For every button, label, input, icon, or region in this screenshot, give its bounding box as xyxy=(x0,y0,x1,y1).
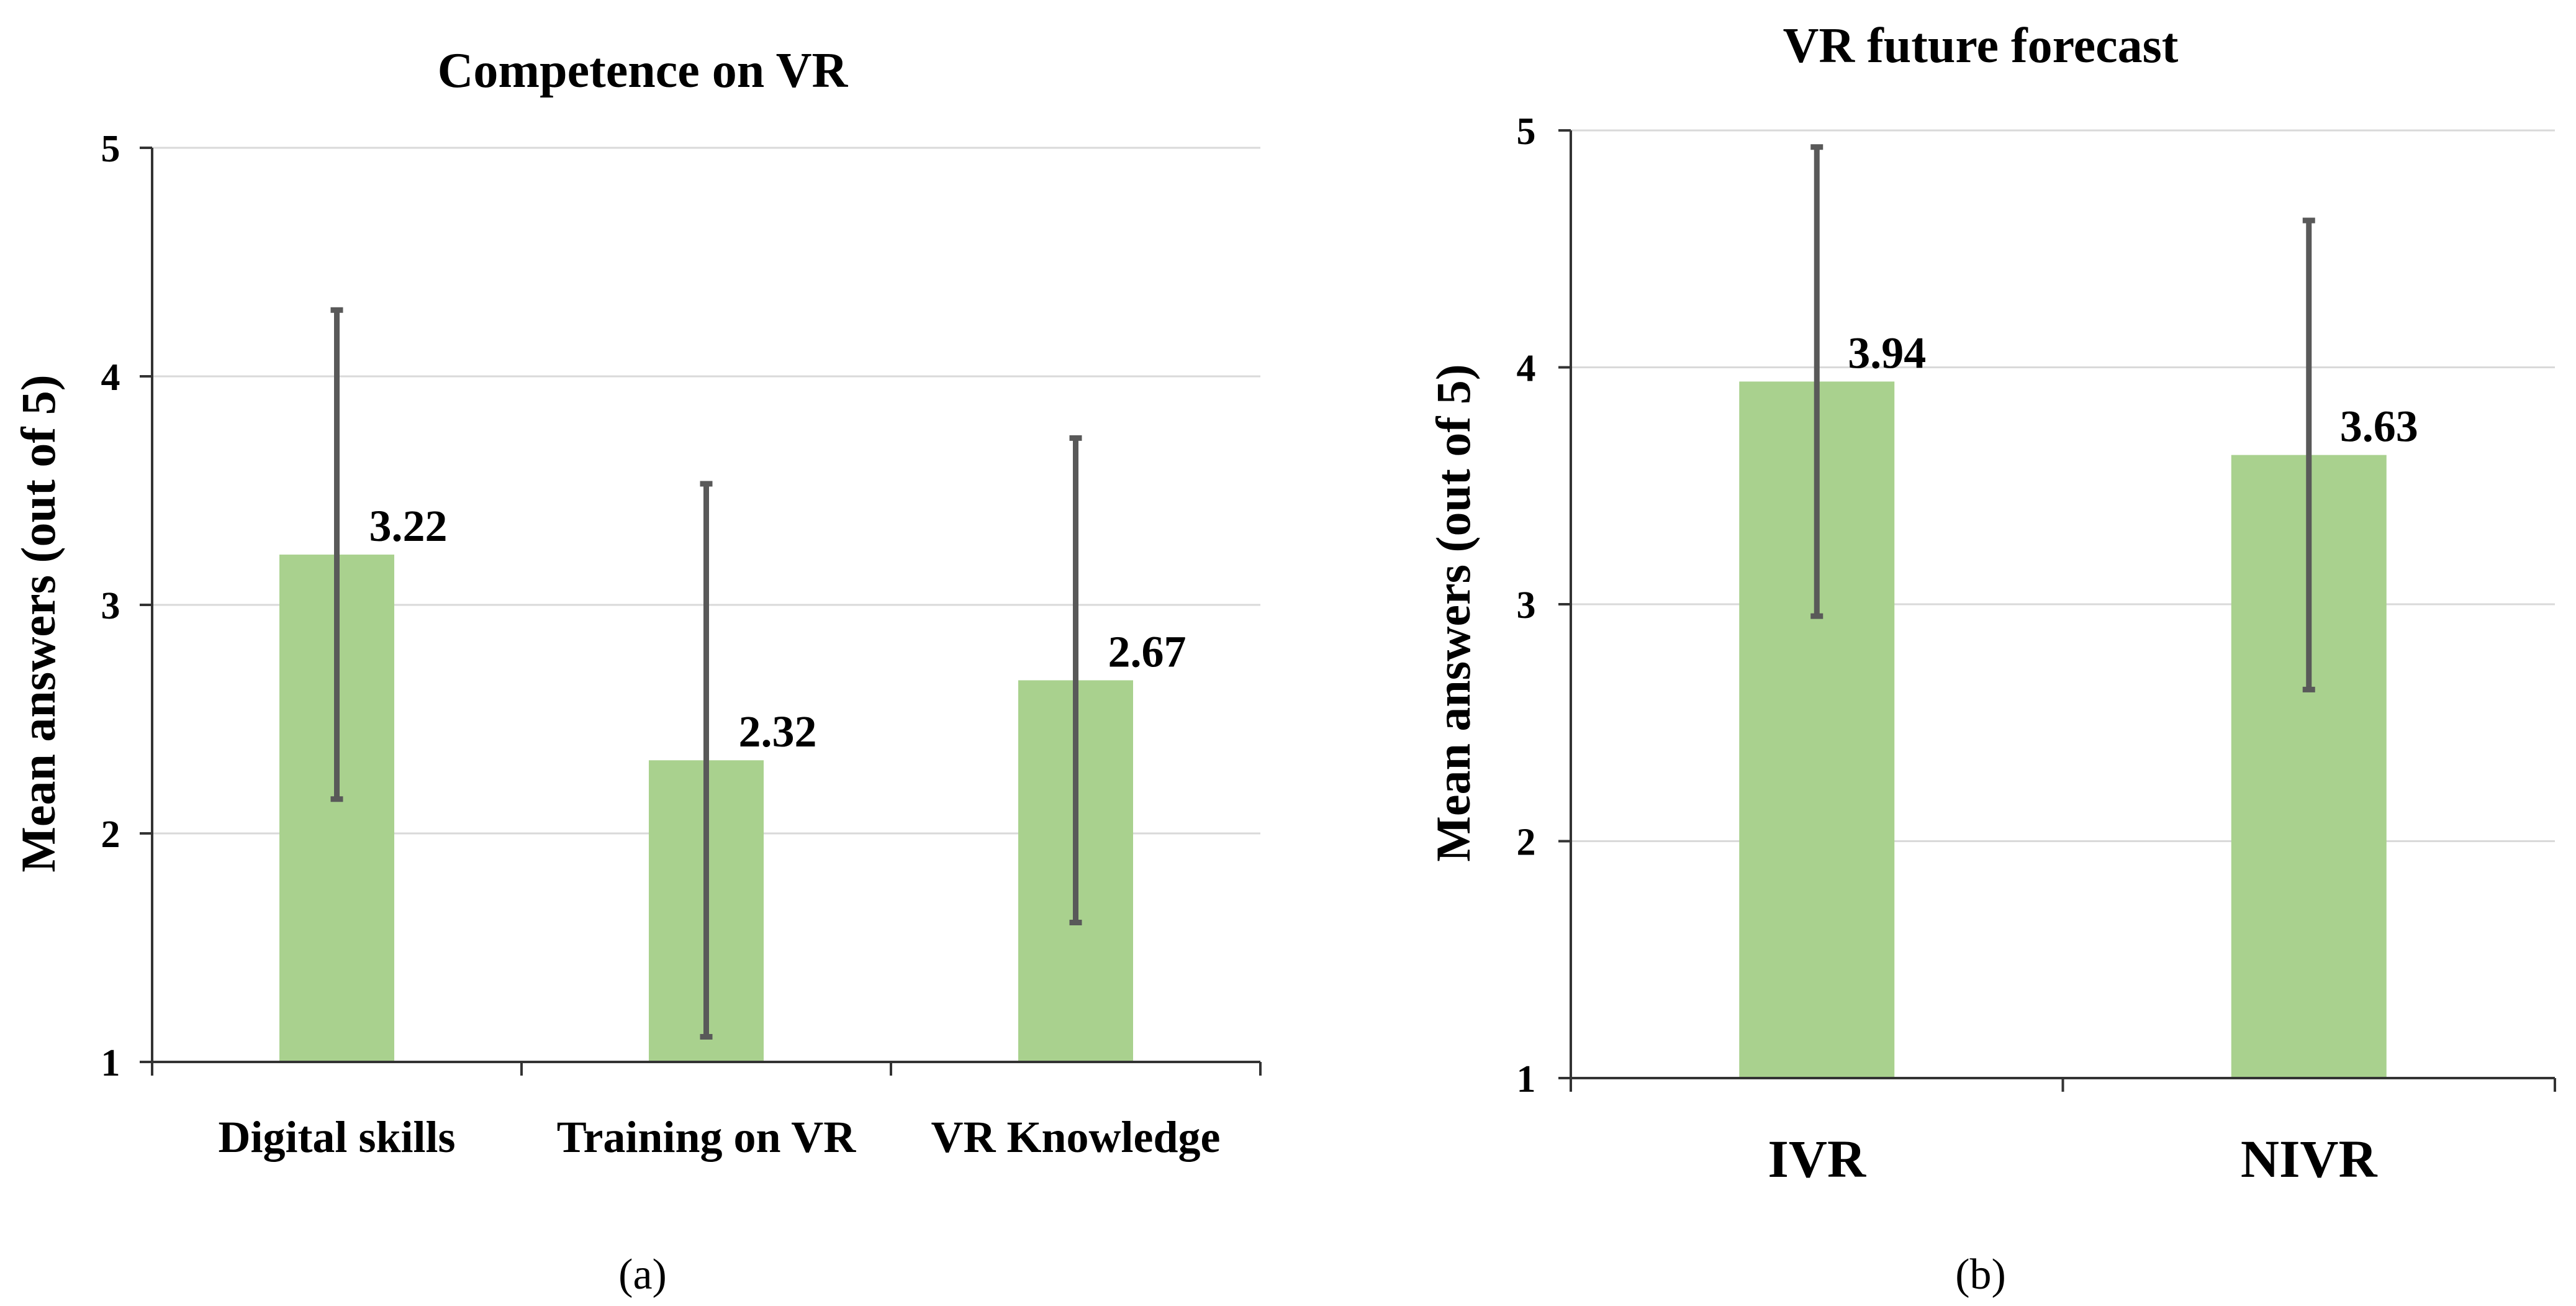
chart-b-bars xyxy=(1739,381,2387,1078)
chart-a-y-axis-label: Mean answers (out of 5) xyxy=(11,374,65,873)
chart-a-data-label-3: 2.67 xyxy=(1108,627,1186,676)
chart-b-y-tick-label: 4 xyxy=(1517,348,1536,390)
chart-b-gridlines xyxy=(1571,129,2555,842)
chart-b-category-labels: IVR NIVR xyxy=(1768,1129,2377,1189)
chart-b-y-tick-label: 3 xyxy=(1517,584,1536,627)
chart-b-category-label-2: NIVR xyxy=(2241,1129,2378,1189)
chart-a-title: Competence on VR xyxy=(438,43,849,98)
chart-b-data-label-1: 3.94 xyxy=(1848,328,1926,378)
chart-a-data-labels: 3.22 2.32 2.67 xyxy=(369,501,1186,756)
chart-b-category-label-1: IVR xyxy=(1768,1129,1866,1189)
chart-a-category-labels: Digital skills Training on VR VR Knowledge xyxy=(218,1112,1220,1162)
chart-b-y-axis-label: Mean answers (out of 5) xyxy=(1426,364,1480,862)
chart-b-data-labels: 3.94 3.63 xyxy=(1848,328,2418,451)
chart-a-category-label-3: VR Knowledge xyxy=(931,1112,1221,1162)
panel-label-b: (b) xyxy=(1955,1251,2006,1299)
chart-b-y-tick-label: 1 xyxy=(1517,1058,1536,1100)
chart-b-title: VR future forecast xyxy=(1783,19,2179,73)
chart-a-y-tick-label: 4 xyxy=(101,356,120,399)
chart-a-y-tick-label: 3 xyxy=(101,585,120,627)
chart-a-error-bars xyxy=(330,307,1082,1040)
chart-a: Competence on VR Mean answers (out of 5)… xyxy=(11,43,1262,1299)
chart-a-y-tick-label: 1 xyxy=(101,1042,120,1084)
chart-a-data-label-1: 3.22 xyxy=(369,501,448,551)
chart-b-axes xyxy=(1558,130,2556,1092)
chart-a-axes xyxy=(140,148,1262,1076)
chart-a-y-tick-label: 5 xyxy=(101,128,120,170)
chart-b-y-tick-label: 5 xyxy=(1517,111,1536,153)
chart-b-y-tick-label: 2 xyxy=(1517,822,1536,864)
chart-a-data-label-2: 2.32 xyxy=(739,707,817,756)
chart-b-y-ticks: 1 2 3 4 5 xyxy=(1517,111,1571,1100)
panel-label-a: (a) xyxy=(618,1251,667,1299)
chart-b: VR future forecast Mean answers (out of … xyxy=(1426,19,2556,1299)
chart-b-error-bars xyxy=(1810,144,2315,692)
chart-a-y-tick-label: 2 xyxy=(101,814,120,856)
chart-a-category-label-1: Digital skills xyxy=(218,1112,455,1162)
chart-a-category-label-2: Training on VR xyxy=(557,1112,856,1162)
chart-b-data-label-2: 3.63 xyxy=(2340,402,2418,451)
chart-a-y-ticks: 1 2 3 4 5 xyxy=(101,128,152,1084)
